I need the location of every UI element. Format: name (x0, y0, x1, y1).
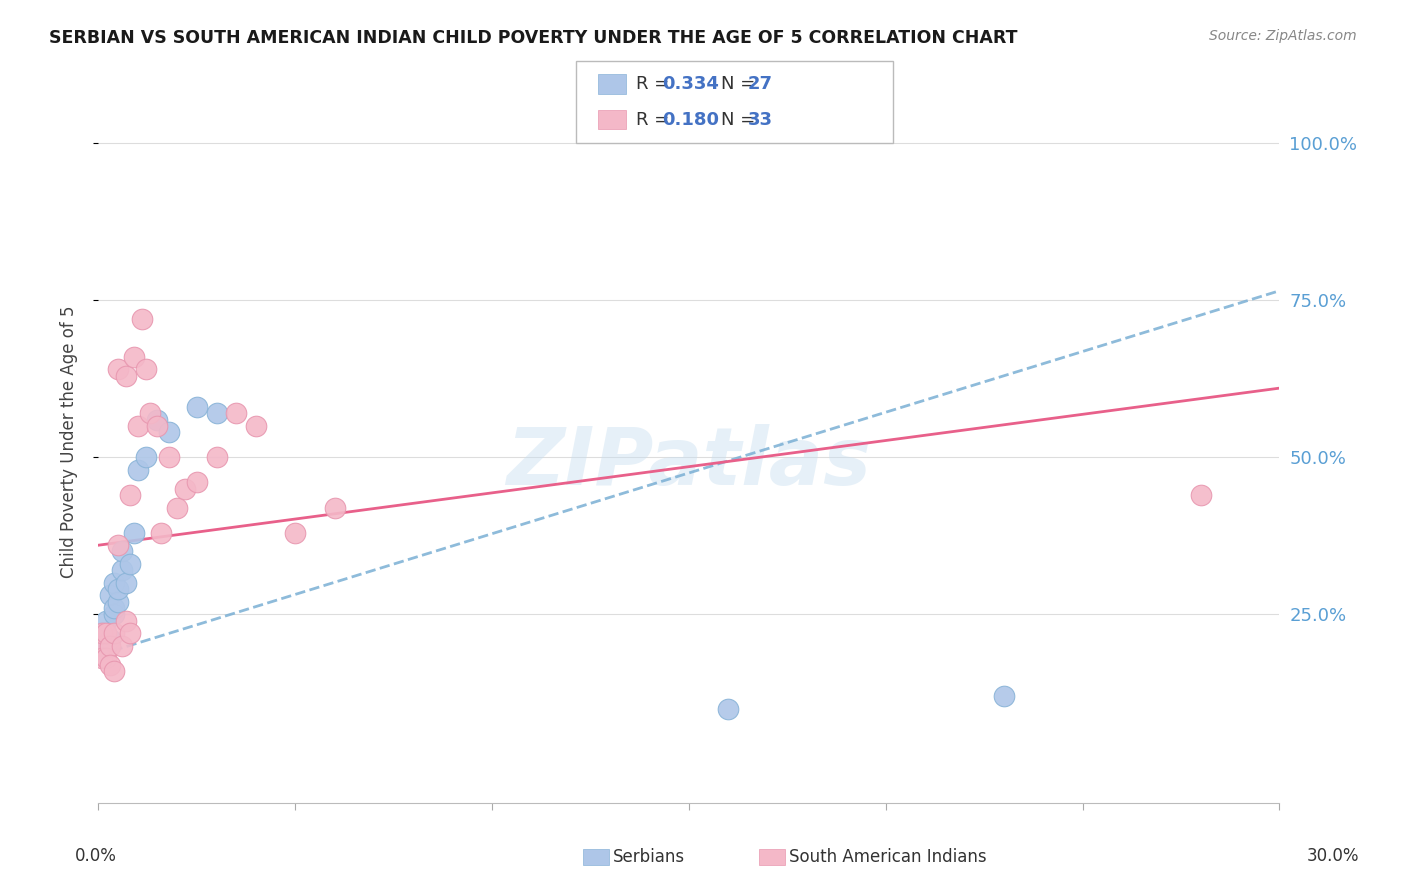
Point (91, 626, 114, 640)
Point (91, 632, 114, 647)
Point (138, 406, 160, 420)
Point (127, 418, 149, 433)
Text: ZIPatlas: ZIPatlas (506, 425, 872, 502)
Text: R =: R = (636, 111, 675, 128)
Point (146, 412, 169, 426)
Point (118, 488, 141, 502)
Point (91, 626, 114, 640)
Point (115, 614, 138, 628)
Point (96, 626, 118, 640)
Point (103, 575, 125, 590)
Point (157, 450, 180, 465)
Text: SERBIAN VS SOUTH AMERICAN INDIAN CHILD POVERTY UNDER THE AGE OF 5 CORRELATION CH: SERBIAN VS SOUTH AMERICAN INDIAN CHILD P… (49, 29, 1018, 46)
Text: 0.0%: 0.0% (75, 847, 117, 865)
Point (103, 601, 125, 615)
Text: 27: 27 (748, 75, 773, 93)
Point (146, 418, 169, 433)
Point (150, 525, 173, 540)
Point (205, 450, 228, 465)
Point (166, 500, 188, 515)
Text: N =: N = (721, 111, 761, 128)
Point (96, 626, 118, 640)
Point (186, 400, 208, 414)
Point (103, 607, 125, 622)
Y-axis label: Child Poverty Under the Age of 5: Child Poverty Under the Age of 5 (59, 305, 77, 578)
Point (96, 639, 118, 653)
Point (107, 538, 129, 552)
Point (91, 651, 114, 665)
Point (115, 368, 138, 383)
Text: 30.0%: 30.0% (1306, 847, 1360, 865)
Point (323, 500, 346, 515)
Text: 0.180: 0.180 (662, 111, 720, 128)
Point (245, 418, 267, 433)
Point (111, 639, 134, 653)
Text: Source: ZipAtlas.com: Source: ZipAtlas.com (1209, 29, 1357, 43)
Point (107, 362, 129, 376)
Text: 33: 33 (748, 111, 773, 128)
Point (98, 657, 121, 672)
Point (131, 312, 153, 326)
Point (107, 595, 129, 609)
Point (91, 639, 114, 653)
Text: N =: N = (721, 75, 761, 93)
Point (91, 639, 114, 653)
Point (98, 632, 121, 647)
Text: South American Indians: South American Indians (789, 848, 987, 866)
Text: Serbians: Serbians (613, 848, 685, 866)
Point (993, 689, 1015, 703)
Point (157, 425, 180, 439)
Point (103, 626, 125, 640)
Point (122, 525, 145, 540)
Point (225, 406, 247, 420)
Text: 0.334: 0.334 (662, 75, 718, 93)
Point (174, 482, 197, 496)
Point (98, 589, 121, 603)
Point (96, 651, 118, 665)
Point (118, 626, 141, 640)
Point (135, 362, 157, 376)
Point (103, 664, 125, 678)
Point (127, 463, 149, 477)
Point (107, 582, 129, 597)
Point (118, 557, 141, 571)
Point (717, 701, 740, 715)
Point (122, 350, 145, 364)
Point (205, 406, 228, 420)
Point (115, 575, 138, 590)
Point (96, 614, 118, 628)
Point (111, 563, 134, 577)
Text: R =: R = (636, 75, 675, 93)
Point (91, 641, 114, 656)
Point (284, 525, 307, 540)
Point (111, 544, 134, 558)
Point (98, 639, 121, 653)
Point (186, 475, 208, 490)
Point (1189, 488, 1212, 502)
Point (135, 450, 157, 465)
